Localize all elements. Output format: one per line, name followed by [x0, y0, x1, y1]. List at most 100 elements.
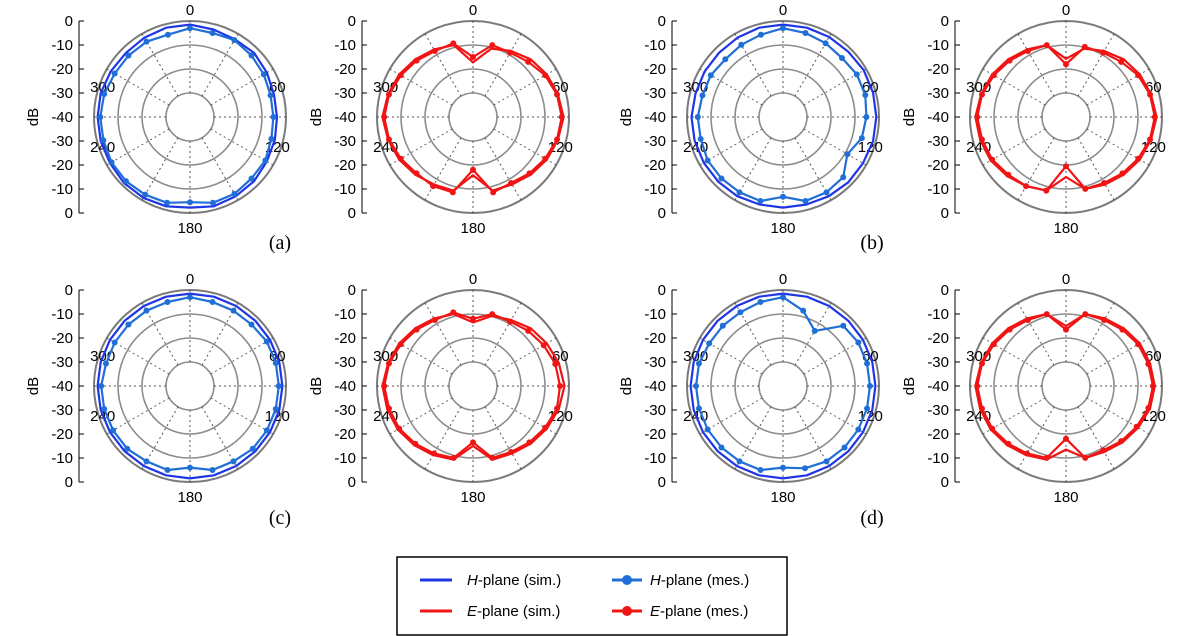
data-point-d-h-h_mes-45 — [840, 322, 847, 329]
grid-circle-d-h-3 — [686, 289, 880, 483]
data-point-d-e-e_mes-0 — [1063, 326, 1069, 333]
r-tick-label-a-e-8: 0 — [348, 205, 356, 222]
data-point-b-e-e_mes-300 — [990, 72, 997, 79]
data-point-a-h-h_mes-165 — [209, 199, 216, 206]
grid-spoke-c-h-210 — [141, 406, 179, 470]
data-point-a-h-h_mes-75 — [267, 92, 274, 99]
data-point-a-e-e_mes-240 — [397, 155, 404, 162]
data-point-d-h-h_mes-285 — [695, 360, 702, 367]
data-point-d-e-e_mes-45 — [1119, 326, 1126, 333]
r-tick-label-d-h-2: -20 — [644, 330, 666, 347]
data-point-a-h-h_mes-135 — [248, 175, 255, 182]
data-point-c-h-h_mes-0 — [187, 294, 193, 301]
grid-spoke-d-h-120 — [803, 397, 867, 435]
r-tick-label-c-h-2: -20 — [51, 330, 73, 347]
r-tick-label-d-h-4: -40 — [644, 378, 666, 395]
r-tick-label-a-h-7: -10 — [51, 181, 73, 198]
data-point-b-h-h_mes-75 — [862, 91, 869, 98]
data-point-b-e-e_mes-330 — [1024, 48, 1031, 55]
data-point-b-h-h_mes-45 — [838, 55, 845, 62]
r-tick-label-a-h-4: -40 — [51, 109, 73, 126]
data-point-d-e-e_mes-165 — [1082, 454, 1089, 461]
data-point-c-e-e_mes-330 — [431, 317, 438, 324]
r-tick-label-a-e-3: -30 — [334, 85, 356, 102]
data-point-c-e-e_mes-285 — [385, 360, 392, 367]
series-line-b-h-h_sim — [690, 23, 878, 209]
r-tick-label-d-h-0: 0 — [658, 282, 666, 299]
data-point-b-h-h_mes-120 — [844, 151, 851, 158]
angle-tick-label-c-h-180: 180 — [177, 489, 202, 506]
data-point-b-h-h_mes-345 — [757, 31, 764, 38]
grid-spoke-d-e-210 — [1017, 406, 1055, 470]
data-point-d-h-h_mes-75 — [864, 360, 871, 367]
grid-spoke-d-e-30 — [1077, 302, 1115, 366]
r-tick-label-d-h-3: -30 — [644, 354, 666, 371]
panel-label-b: (b) — [860, 232, 883, 254]
data-point-b-h-h_mes-15 — [802, 29, 809, 36]
grid-circle-c-h-1 — [141, 337, 239, 435]
grid-circle-d-e-2 — [993, 313, 1139, 459]
data-point-c-e-e_mes-60 — [540, 342, 547, 349]
data-point-d-h-h_mes-240 — [704, 426, 711, 433]
r-tick-label-a-e-2: -20 — [334, 61, 356, 78]
data-point-b-h-h_mes-90 — [863, 114, 870, 120]
legend-label-e-sim: E-plane (sim.) — [467, 603, 560, 620]
data-point-b-e-e_mes-150 — [1101, 179, 1108, 186]
grid-circle-b-h-1 — [734, 68, 832, 166]
data-point-c-e-e_mes-315 — [413, 326, 420, 333]
grid-spoke-b-e-60 — [1086, 68, 1150, 106]
r-tick-label-b-e-4: -40 — [927, 109, 949, 126]
r-axis-label-d-e: dB — [901, 377, 918, 395]
data-point-a-h-h_mes-0 — [187, 25, 193, 32]
data-point-b-h-h_mes-165 — [802, 198, 809, 205]
data-point-c-e-e_mes-345 — [450, 309, 457, 316]
r-tick-label-d-e-3: -30 — [927, 354, 949, 371]
legend: H-plane (sim.) H-plane (mes.) E-plane (s… — [396, 556, 788, 636]
data-point-c-e-e_mes-180 — [470, 439, 476, 446]
grid-circle-c-e-1 — [424, 337, 522, 435]
grid-spoke-a-e-210 — [424, 137, 462, 201]
data-point-a-e-e_mes-30 — [507, 49, 514, 56]
data-point-b-h-h_mes-300 — [707, 72, 714, 79]
grid-circle-d-e-0 — [1041, 361, 1091, 411]
r-tick-label-a-h-8: 0 — [65, 205, 73, 222]
data-point-c-h-h_mes-315 — [125, 321, 132, 328]
data-point-a-e-e_mes-210 — [430, 183, 437, 190]
data-point-d-e-e_mes-195 — [1043, 454, 1050, 461]
data-point-d-h-h_mes-150 — [823, 458, 830, 465]
data-point-d-e-e_mes-75 — [1145, 360, 1152, 367]
data-point-b-e-e_mes-240 — [989, 156, 996, 163]
data-point-d-e-e_mes-180 — [1063, 435, 1069, 442]
data-point-b-e-e_mes-90 — [1151, 114, 1158, 120]
data-point-c-h-h_mes-195 — [164, 467, 171, 474]
data-point-d-h-h_mes-105 — [864, 405, 871, 412]
legend-rest-h-sim: -plane (sim.) — [478, 572, 561, 589]
grid-spoke-d-h-240 — [699, 397, 763, 435]
r-tick-label-b-h-8: 0 — [658, 205, 666, 222]
data-point-c-h-h_mes-255 — [101, 405, 108, 412]
data-point-c-h-h_mes-270 — [98, 383, 105, 389]
angle-tick-label-d-e-180: 180 — [1053, 489, 1078, 506]
data-point-a-e-e_mes-330 — [431, 48, 438, 55]
data-point-a-e-e_mes-150 — [508, 179, 515, 186]
data-point-b-e-e_mes-75 — [1147, 91, 1154, 98]
r-axis-label-b-h: dB — [618, 108, 635, 126]
grid-spoke-a-h-120 — [210, 128, 274, 166]
grid-circle-d-e-1 — [1017, 337, 1115, 435]
grid-spoke-c-e-150 — [484, 406, 522, 470]
data-point-d-e-e_mes-135 — [1118, 438, 1125, 445]
r-tick-label-d-e-8: 0 — [941, 474, 949, 491]
data-point-d-h-h_mes-330 — [737, 309, 744, 316]
grid-spoke-a-e-120 — [493, 128, 557, 166]
grid-circle-b-e-1 — [1017, 68, 1115, 166]
data-point-d-h-h_mes-300 — [706, 340, 713, 347]
r-tick-label-d-e-7: -10 — [927, 450, 949, 467]
data-point-b-e-e_mes-105 — [1147, 136, 1154, 143]
r-tick-label-a-e-6: -20 — [334, 157, 356, 174]
data-point-d-e-e_mes-345 — [1043, 311, 1050, 318]
r-tick-label-a-h-2: -20 — [51, 61, 73, 78]
data-point-c-h-h_mes-330 — [143, 307, 150, 314]
r-tick-label-c-e-8: 0 — [348, 474, 356, 491]
